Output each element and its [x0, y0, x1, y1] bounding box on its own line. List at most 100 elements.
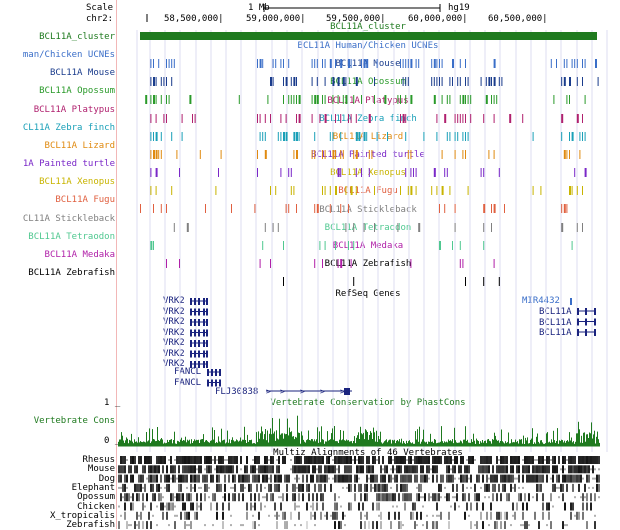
cons-bar	[245, 440, 246, 446]
multiz-block-dog	[336, 474, 338, 483]
element-mark-zebrafinch	[155, 132, 158, 141]
cons-bar	[187, 439, 188, 446]
element-mark-platypus	[285, 114, 287, 123]
gene-label-vrk2[interactable]: VRK2	[163, 359, 185, 369]
multiz-block-zebrafish	[286, 521, 288, 529]
track-label-zebrafish[interactable]: BCL11A Zebrafish	[28, 268, 115, 278]
multiz-block-rhesus	[158, 456, 160, 464]
gene-label-fancl[interactable]: FANCL	[174, 367, 202, 377]
cons-bar	[181, 437, 182, 446]
multiz-gap-mouse	[450, 468, 452, 471]
multiz-species-mouse[interactable]: Mouse	[87, 464, 115, 475]
multiz-block-opossum	[188, 493, 190, 502]
element-mark-lizard	[355, 150, 358, 159]
multiz-block-rhesus	[120, 456, 122, 464]
multiz-block-opossum	[446, 493, 448, 502]
track-label-cluster[interactable]: BCL11A_cluster	[39, 32, 115, 42]
cons-bar	[121, 432, 122, 446]
gene-label-vrk2[interactable]: VRK2	[163, 338, 185, 348]
cons-bar	[436, 443, 437, 446]
track-label-stickleback[interactable]: CL11A Stickleback	[22, 214, 115, 224]
track-label-human[interactable]: man/Chicken UCNEs	[22, 50, 115, 60]
element-mark-opossum	[441, 95, 443, 104]
gene-label-mir4432[interactable]: MIR4432	[522, 296, 560, 306]
track-label-turtle[interactable]: 1A Painted turtle	[22, 159, 115, 169]
multiz-block-mouse	[572, 465, 574, 474]
track-label-medaka[interactable]: BCL11A Medaka	[44, 250, 115, 260]
gene-label-vrk2[interactable]: VRK2	[163, 317, 185, 327]
gene-label-flj30838[interactable]: FLJ30838	[215, 387, 259, 397]
multiz-block-opossum	[428, 493, 430, 502]
multiz-block-mouse	[226, 465, 228, 474]
multiz-block-mouse	[574, 465, 576, 474]
element-mark-lizard	[342, 150, 344, 159]
element-mark-opossum	[400, 95, 401, 104]
gene-label-vrk2[interactable]: VRK2	[163, 296, 185, 306]
gene-label-fancl[interactable]: FANCL	[174, 377, 202, 388]
gene-label-vrk2[interactable]: VRK2	[163, 327, 185, 338]
multiz-species-dog[interactable]: Dog	[98, 473, 115, 484]
element-mark-mouse	[283, 77, 284, 86]
multiz-block-elephant	[216, 483, 218, 492]
multiz-block-x_tropicalis	[486, 511, 488, 520]
element-mark-human	[272, 59, 274, 68]
multiz-block-dog	[324, 474, 326, 483]
multiz-block-rhesus	[470, 456, 472, 464]
multiz-gap-x_tropicalis	[174, 514, 176, 517]
multiz-block-mouse	[532, 465, 534, 474]
cons-track-label[interactable]: Vertebrate Cons	[33, 416, 115, 426]
track-label-fugu[interactable]: BCL11A Fugu	[55, 195, 115, 205]
multiz-species-opossum[interactable]: Opossum	[77, 492, 115, 503]
multiz-block-dog	[180, 474, 182, 483]
cons-bar	[389, 439, 390, 446]
multiz-species-x_tropicalis[interactable]: X_tropicalis	[49, 510, 115, 521]
element-mark-platypus	[270, 114, 271, 123]
track-label-tetraodon[interactable]: BCL11A Tetraodon	[28, 232, 115, 242]
cons-bar	[184, 440, 185, 446]
multiz-species-elephant[interactable]: Elephant	[71, 482, 115, 493]
multiz-gap-mouse	[214, 468, 216, 471]
multiz-block-x_tropicalis	[314, 511, 316, 520]
gene-label-vrk2[interactable]: VRK2	[163, 348, 185, 359]
element-mark-fugu	[504, 204, 505, 213]
cons-bar	[331, 433, 332, 446]
multiz-block-elephant	[510, 483, 512, 492]
multiz-block-dog	[148, 474, 150, 483]
element-mark-turtle	[340, 168, 342, 177]
element-mark-opossum	[337, 95, 339, 104]
cons-bar	[482, 440, 483, 446]
element-mark-opossum	[384, 95, 387, 104]
gene-exon	[211, 379, 213, 387]
cons-bar	[301, 431, 302, 446]
multiz-block-mouse	[452, 465, 454, 474]
gene-label-vrk2[interactable]: VRK2	[163, 306, 185, 317]
multiz-species-zebrafish[interactable]: Zebrafish	[66, 520, 115, 530]
track-label-opossum[interactable]: BCL11A Opossum	[39, 86, 115, 96]
multiz-block-elephant	[314, 483, 316, 492]
multiz-species-chicken[interactable]: Chicken	[77, 501, 115, 512]
element-mark-xenopus	[569, 186, 571, 195]
track-label-xenopus[interactable]: BCL11A Xenopus	[39, 177, 115, 187]
cons-bar	[262, 431, 263, 446]
cons-bar	[228, 442, 229, 446]
multiz-block-opossum	[590, 493, 592, 502]
multiz-block-mouse	[130, 465, 132, 474]
element-mark-opossum	[283, 95, 284, 104]
multiz-block-opossum	[586, 493, 588, 502]
gene-label-bcl11a[interactable]: BCL11A	[539, 317, 572, 328]
multiz-block-zebrafish	[448, 521, 450, 529]
multiz-block-elephant	[504, 483, 506, 492]
track-label-zebrafinch[interactable]: CL11A Zebra finch	[22, 123, 115, 133]
element-mark-lizard	[257, 150, 258, 159]
element-mark-zebrafinch	[582, 132, 583, 141]
track-label-mouse[interactable]: BCL11A Mouse	[49, 68, 115, 78]
multiz-block-dog	[262, 474, 264, 483]
gene-label-bcl11a[interactable]: BCL11A	[539, 307, 572, 317]
gene-label-bcl11a[interactable]: BCL11A	[539, 328, 572, 338]
multiz-block-rhesus	[546, 456, 548, 464]
track-label-lizard[interactable]: BCL11A Lizard	[44, 141, 115, 151]
track-label-platypus[interactable]: BCL11A Platypus	[33, 105, 115, 115]
multiz-species-rhesus[interactable]: Rhesus	[82, 455, 115, 465]
